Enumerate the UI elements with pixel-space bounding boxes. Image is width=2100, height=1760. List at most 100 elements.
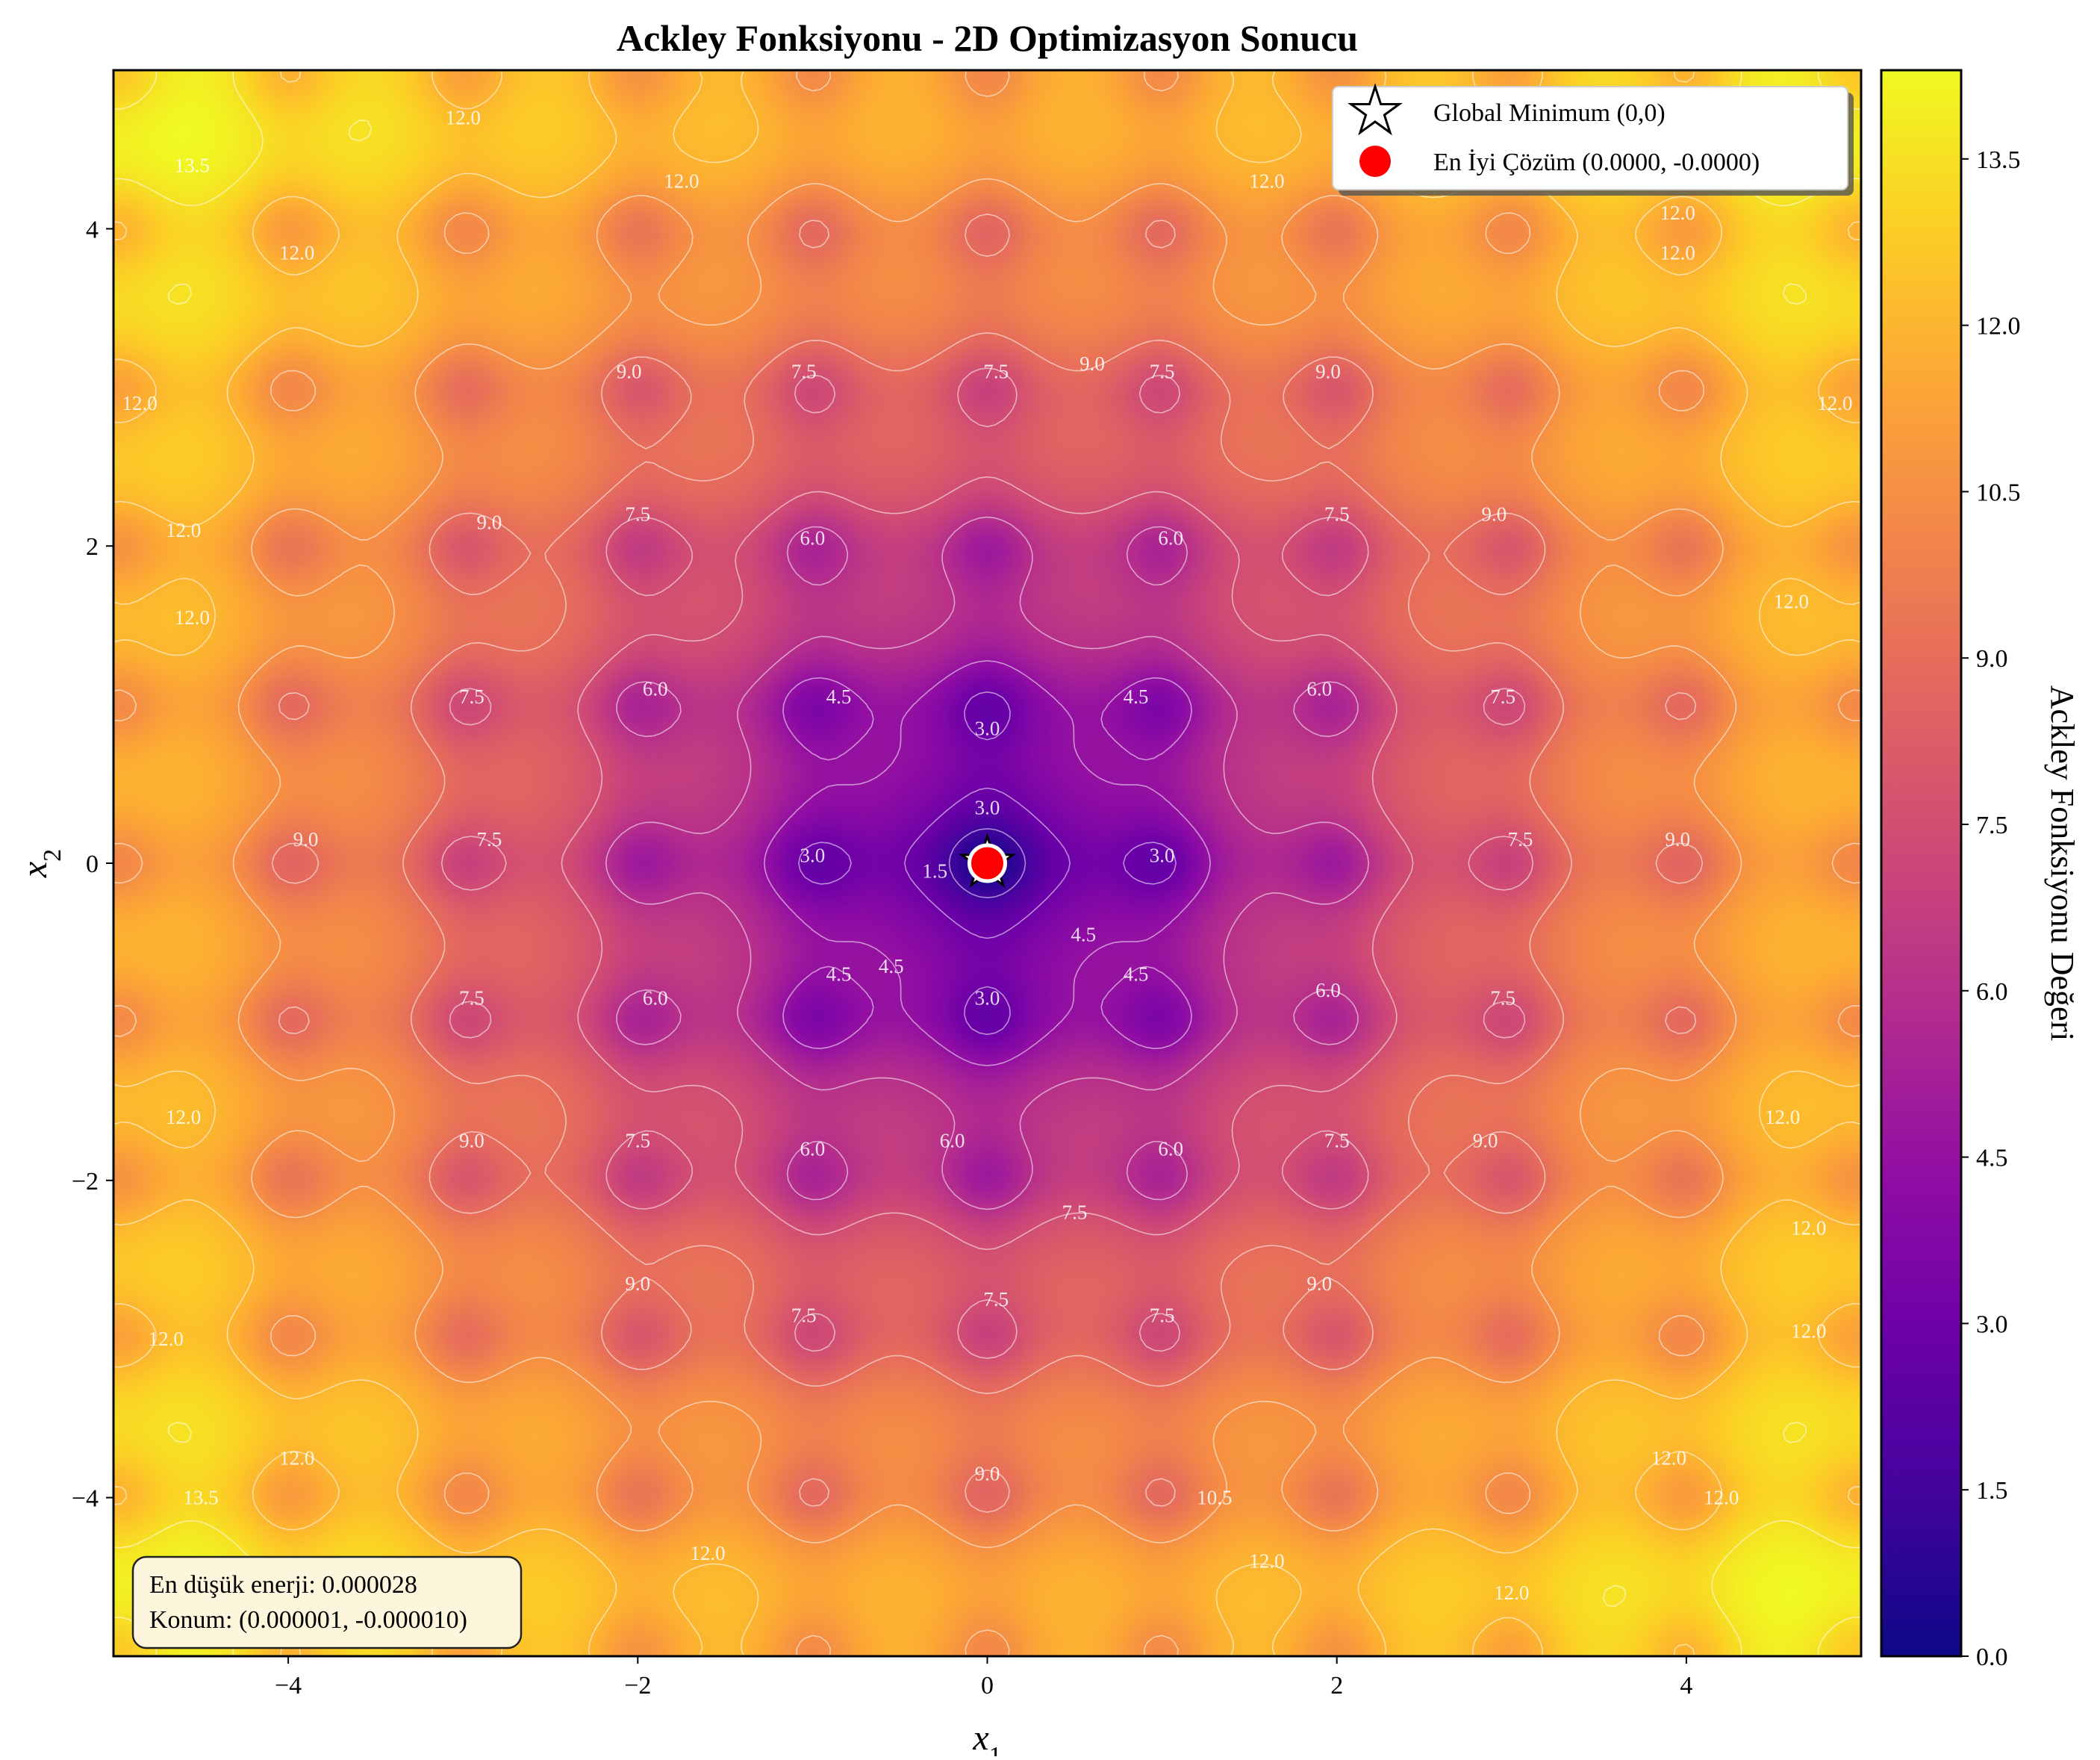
contour-label: 9.0 <box>293 828 319 851</box>
contour-label: 6.0 <box>940 1130 965 1152</box>
legend-star-icon <box>1347 83 1403 136</box>
contour-label: 6.0 <box>800 1137 826 1160</box>
legend-label-best-solution: En İyi Çözüm (0.0000, -0.0000) <box>1433 149 1760 176</box>
contour-label: 7.5 <box>625 503 650 526</box>
contour-label: 4.5 <box>826 685 852 708</box>
contour-label: 9.0 <box>476 511 502 533</box>
colorbar-scale <box>1880 69 1963 1658</box>
contour-level-7-5 <box>440 367 1534 1359</box>
colorbar-tick-label: 13.5 <box>1976 146 2021 174</box>
contour-label: 7.5 <box>1324 503 1350 526</box>
contour-label: 7.5 <box>983 1288 1009 1310</box>
contour-level-9 <box>271 214 1704 1513</box>
contour-label: 9.0 <box>1473 1130 1498 1152</box>
contour-label: 6.0 <box>1306 677 1332 700</box>
contour-label: 7.5 <box>1490 685 1515 708</box>
colorbar-tick-label: 10.5 <box>1976 479 2021 506</box>
contour-label: 7.5 <box>476 828 502 851</box>
contour-label: 12.0 <box>166 519 201 541</box>
contour-label: 7.5 <box>791 1304 817 1326</box>
contour-label: 3.0 <box>800 844 826 866</box>
contour-lines <box>113 69 1862 1657</box>
contour-label: 9.0 <box>1482 503 1507 526</box>
legend-box <box>1332 86 1848 190</box>
contour-label: 6.0 <box>1315 979 1341 1001</box>
contour-label: 7.5 <box>1490 987 1515 1010</box>
contour-label: 13.5 <box>175 154 210 176</box>
y-axis-label: x2 <box>15 849 66 878</box>
contour-level-1-5 <box>948 828 1026 898</box>
contour-label: 3.0 <box>975 797 1000 819</box>
contour-label: 4.5 <box>1124 685 1149 708</box>
contour-label: 12.0 <box>1774 591 1809 613</box>
contour-label: 9.0 <box>459 1130 485 1152</box>
contour-level-12 <box>113 69 1862 1657</box>
x-axis: −4 −2 0 2 4 <box>275 1656 1692 1700</box>
y-tick-label: 0 <box>86 851 99 878</box>
contour-level-6 <box>605 516 1370 1210</box>
contour-label: 12.0 <box>1765 1106 1800 1128</box>
contour-label: 4.5 <box>1071 924 1096 946</box>
contour-label: 12.0 <box>175 606 210 629</box>
contour-label: 6.0 <box>800 527 826 550</box>
legend: Global Minimum (0,0) En İyi Çözüm (0.0000… <box>1332 83 1854 196</box>
colorbar-tick-label: 4.5 <box>1976 1145 2008 1172</box>
contour-label: 6.0 <box>643 987 668 1010</box>
contour-label: 12.0 <box>1660 202 1695 224</box>
y-tick-label: −4 <box>72 1485 99 1513</box>
contour-level-10-5 <box>113 69 1862 1657</box>
chart-title: Ackley Fonksiyonu - 2D Optimizasyon Sonu… <box>617 17 1358 59</box>
contour-label: 3.0 <box>975 717 1000 739</box>
contour-label: 7.5 <box>983 361 1009 383</box>
contour-level-3 <box>798 691 1177 1036</box>
contour-label: 7.5 <box>459 987 485 1010</box>
colorbar: 0.0 1.5 3.0 4.5 6.0 7.5 9.0 10.5 12.0 13.5 Ackley … <box>1880 69 2081 1671</box>
contour-label: 6.0 <box>1158 527 1183 550</box>
contour-label: 13.5 <box>183 1487 218 1509</box>
contour-label: 7.5 <box>459 685 485 708</box>
colorbar-tick-label: 6.0 <box>1976 978 2008 1006</box>
y-tick-label: −2 <box>72 1168 99 1195</box>
contour-label: 12.0 <box>1249 170 1284 193</box>
x-axis-label: x1 <box>972 1718 1001 1756</box>
contour-label: 9.0 <box>1306 1272 1332 1295</box>
contour-label: 4.5 <box>826 963 852 986</box>
contour-level-4-5 <box>764 660 1211 1066</box>
contour-label: 12.0 <box>1791 1217 1826 1240</box>
contour-label: 9.0 <box>1315 361 1341 383</box>
contour-label: 7.5 <box>625 1130 650 1152</box>
annotation-box <box>131 1555 523 1649</box>
annotation-location: Konum: (0.000001, -0.000010) <box>149 1606 467 1634</box>
contour-label: 7.5 <box>1508 828 1533 851</box>
contour-label: 12.0 <box>149 1328 184 1350</box>
x-tick-label: 4 <box>1680 1672 1692 1700</box>
contour-label: 7.5 <box>791 361 817 383</box>
contour-label: 7.5 <box>1324 1130 1350 1152</box>
contour-label: 12.0 <box>1817 392 1852 414</box>
contour-label: 1.5 <box>922 860 947 883</box>
x-tick-label: −4 <box>275 1672 302 1700</box>
colorbar-tick-label: 9.0 <box>1976 645 2008 673</box>
colorbar-tick-label: 0.0 <box>1976 1644 2008 1671</box>
contour-label: 6.0 <box>643 677 668 700</box>
y-tick-label: 4 <box>86 216 99 243</box>
y-axis: −4 −2 0 2 4 <box>72 216 113 1513</box>
x-tick-label: 2 <box>1330 1672 1343 1700</box>
x-tick-label: 0 <box>981 1672 994 1700</box>
energy-annotation: En düşük enerji: 0.000028 Konum: (0.00000… <box>131 1555 523 1649</box>
contour-label: 12.0 <box>690 1542 725 1564</box>
contour-label: 9.0 <box>1079 352 1105 375</box>
contour-label: 12.0 <box>1704 1487 1739 1509</box>
colorbar-tick-label: 3.0 <box>1976 1310 2008 1338</box>
contour-label: 10.5 <box>1197 1487 1232 1509</box>
colorbar-tick-label: 1.5 <box>1976 1477 2008 1505</box>
best-solution-marker <box>968 843 1008 883</box>
legend-circle-icon <box>1359 146 1391 177</box>
contour-label: 12.0 <box>1494 1582 1529 1604</box>
contour-label: 12.0 <box>279 1447 314 1470</box>
contour-label: 12.0 <box>446 107 481 129</box>
contour-label: 4.5 <box>1124 963 1149 986</box>
legend-label-global-minimum: Global Minimum (0,0) <box>1433 99 1666 127</box>
contour-labels: 3.0 1.5 4.5 3.0 3.0 3.0 3.0 4.5 4.5 4.5 4.5 4.5 6.0 6… <box>122 107 1852 1604</box>
